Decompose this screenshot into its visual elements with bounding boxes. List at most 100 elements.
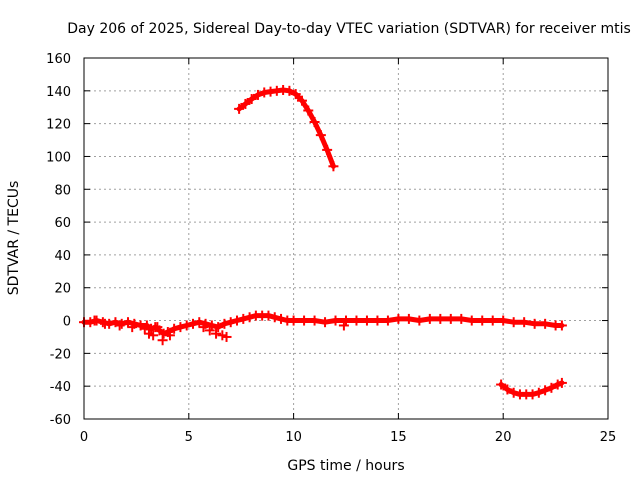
x-axis-label: GPS time / hours bbox=[287, 458, 404, 474]
grid-layer bbox=[84, 58, 608, 419]
data-point bbox=[540, 318, 551, 329]
data-point bbox=[99, 318, 110, 329]
data-point bbox=[164, 330, 175, 341]
data-point bbox=[303, 105, 314, 116]
data-point bbox=[252, 89, 263, 100]
data-point bbox=[89, 315, 100, 326]
data-point bbox=[296, 95, 307, 106]
data-point bbox=[234, 103, 245, 114]
data-point bbox=[519, 317, 530, 328]
data-point bbox=[206, 320, 217, 331]
series-line bbox=[236, 87, 336, 169]
data-point bbox=[187, 318, 198, 329]
data-point bbox=[309, 116, 320, 127]
data-point bbox=[315, 130, 326, 141]
x-tick-label: 0 bbox=[80, 430, 88, 445]
data-point bbox=[466, 315, 477, 326]
data-point bbox=[529, 318, 540, 329]
data-point bbox=[169, 323, 180, 334]
data-point bbox=[290, 89, 301, 100]
data-point bbox=[263, 310, 274, 321]
data-point bbox=[508, 387, 519, 398]
data-point bbox=[361, 315, 372, 326]
data-point bbox=[330, 315, 341, 326]
y-axis-label: SDTVAR / TECUs bbox=[6, 181, 22, 296]
x-tick-label: 5 bbox=[185, 430, 193, 445]
data-point bbox=[496, 379, 507, 390]
data-point bbox=[498, 315, 509, 326]
data-point bbox=[456, 313, 467, 324]
data-point bbox=[556, 320, 567, 331]
data-point bbox=[540, 385, 551, 396]
data-point bbox=[116, 318, 127, 329]
data-point bbox=[322, 144, 333, 155]
y-tick-label: 40 bbox=[54, 249, 71, 264]
data-point bbox=[244, 312, 255, 323]
series-arc-high bbox=[234, 84, 339, 172]
data-point bbox=[276, 313, 287, 324]
data-point bbox=[232, 315, 243, 326]
data-point bbox=[246, 94, 257, 105]
data-point bbox=[414, 315, 425, 326]
data-point bbox=[393, 313, 404, 324]
data-point bbox=[198, 322, 209, 333]
data-point bbox=[152, 322, 163, 333]
data-point bbox=[502, 384, 513, 395]
data-point bbox=[338, 320, 349, 331]
y-tick-label: 100 bbox=[46, 150, 71, 165]
y-tick-label: 60 bbox=[54, 216, 71, 231]
y-tick-label: 120 bbox=[46, 118, 71, 133]
data-point bbox=[382, 315, 393, 326]
y-tick-label: 160 bbox=[46, 52, 71, 67]
data-point bbox=[204, 325, 215, 336]
data-point bbox=[435, 313, 446, 324]
data-point bbox=[320, 317, 331, 328]
data-point bbox=[225, 317, 236, 328]
x-tick-label: 10 bbox=[285, 430, 302, 445]
data-point bbox=[477, 315, 488, 326]
data-point bbox=[213, 322, 224, 333]
data-point bbox=[309, 315, 320, 326]
y-tick-label: -20 bbox=[50, 347, 71, 362]
data-point bbox=[328, 161, 339, 172]
series-arc-main bbox=[79, 310, 567, 339]
data-point bbox=[269, 312, 280, 323]
y-tick-label: 140 bbox=[46, 85, 71, 100]
series-arc-spread bbox=[89, 315, 349, 346]
x-tick-label: 20 bbox=[495, 430, 512, 445]
y-tick-label: 80 bbox=[54, 183, 71, 198]
data-point bbox=[148, 330, 159, 341]
series-layer bbox=[79, 84, 567, 400]
y-tick-label: 0 bbox=[63, 315, 71, 330]
data-point bbox=[157, 335, 168, 346]
data-point bbox=[221, 331, 232, 342]
data-point bbox=[527, 389, 538, 400]
tick-layer: 0 5 10 15 20 25 -60 -40 -20 0 20 40 60 80 100 120 140 160 bbox=[46, 52, 616, 445]
data-point bbox=[219, 318, 230, 329]
data-point bbox=[240, 98, 251, 109]
data-point bbox=[424, 313, 435, 324]
data-point bbox=[114, 320, 125, 331]
data-point bbox=[97, 317, 108, 328]
chart-title: Day 206 of 2025, Sidereal Day-to-day VTE… bbox=[67, 21, 631, 37]
data-point bbox=[211, 328, 222, 339]
data-point bbox=[238, 313, 249, 324]
data-point bbox=[533, 387, 544, 398]
y-tick-label: 20 bbox=[54, 282, 71, 297]
series-arc-low bbox=[496, 377, 567, 400]
data-point bbox=[508, 317, 519, 328]
y-tick-label: -40 bbox=[50, 380, 71, 395]
data-point bbox=[284, 85, 295, 96]
data-point bbox=[127, 322, 138, 333]
data-point bbox=[546, 382, 557, 393]
data-point bbox=[372, 315, 383, 326]
data-point bbox=[299, 315, 310, 326]
y-tick-label: -60 bbox=[50, 413, 71, 428]
data-point bbox=[181, 320, 192, 331]
data-point bbox=[341, 315, 351, 326]
data-point bbox=[288, 315, 299, 326]
x-tick-label: 15 bbox=[390, 430, 407, 445]
data-point bbox=[175, 322, 186, 333]
data-point bbox=[445, 313, 456, 324]
